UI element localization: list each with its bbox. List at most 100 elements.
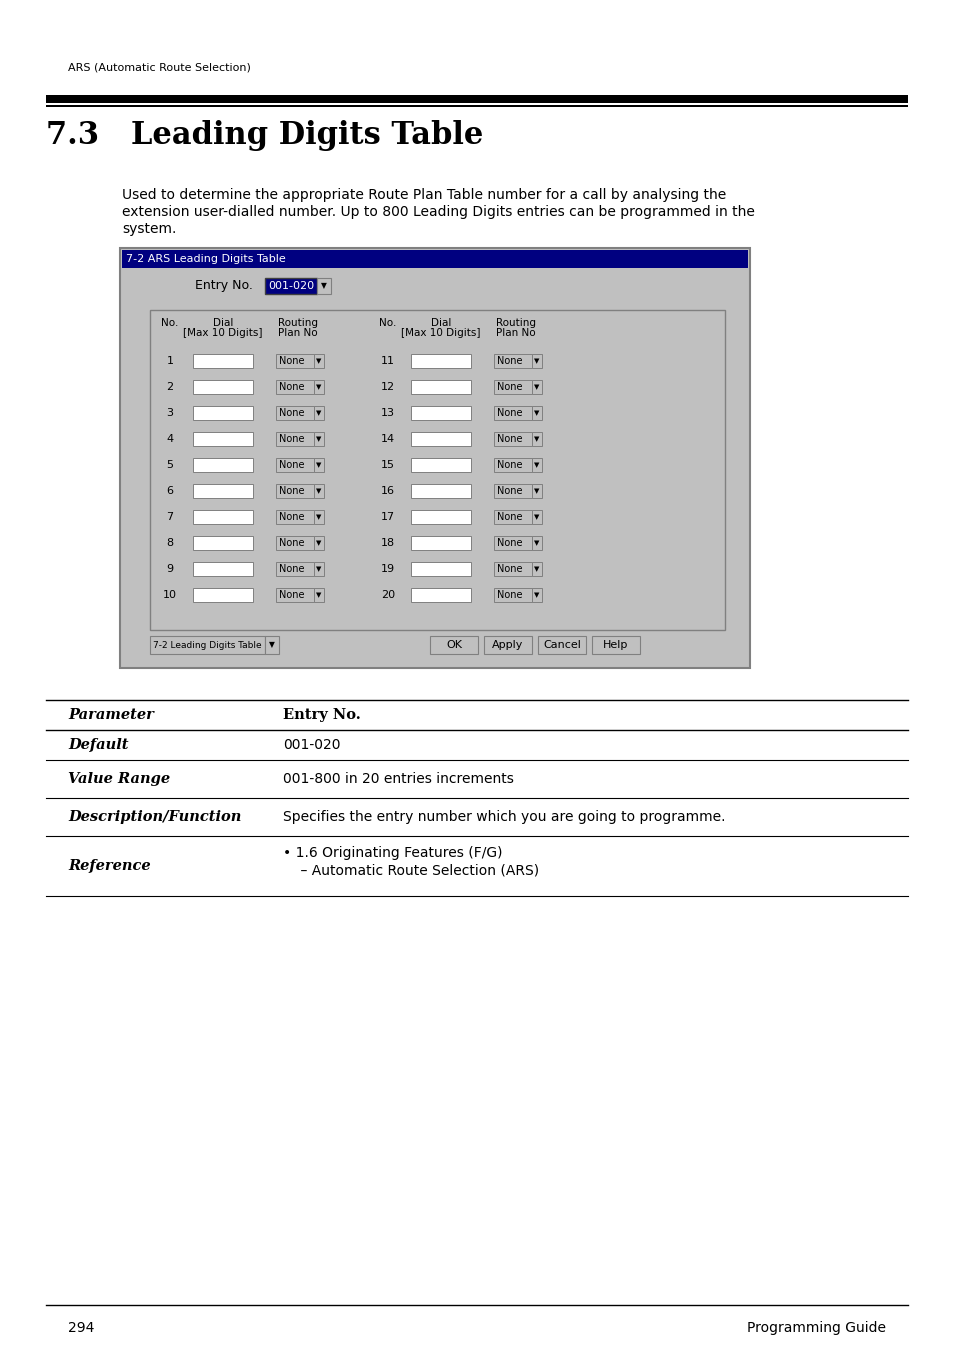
Bar (275, 458, 314, 471)
Text: None: None (497, 408, 522, 417)
Bar (532, 484, 541, 499)
Bar (120, 249, 749, 667)
Bar (532, 432, 541, 446)
Text: ▼: ▼ (316, 462, 321, 467)
Bar (46, 105, 907, 107)
Bar (275, 536, 314, 550)
Text: 294: 294 (68, 1321, 94, 1335)
Text: 6: 6 (167, 486, 173, 496)
Bar (314, 432, 324, 446)
Bar (532, 354, 541, 367)
Bar (411, 458, 471, 471)
Text: None: None (278, 486, 304, 496)
Bar (275, 509, 314, 524)
Bar (314, 509, 324, 524)
Text: Routing: Routing (496, 317, 536, 328)
Bar (193, 484, 253, 499)
Bar (532, 536, 541, 550)
Text: 8: 8 (166, 538, 173, 549)
Bar (494, 432, 532, 446)
Text: ▼: ▼ (316, 566, 321, 571)
Text: No.: No. (379, 317, 396, 328)
Bar (193, 407, 253, 420)
Bar (275, 562, 314, 576)
Text: Entry No.: Entry No. (194, 280, 253, 293)
Text: ▼: ▼ (534, 409, 539, 416)
Bar (494, 509, 532, 524)
Bar (532, 509, 541, 524)
Text: OK: OK (446, 640, 461, 650)
Bar (193, 380, 253, 394)
Bar (193, 354, 253, 367)
Bar (275, 432, 314, 446)
Bar (411, 536, 471, 550)
Text: ▼: ▼ (269, 640, 274, 650)
Bar (314, 536, 324, 550)
Bar (314, 562, 324, 576)
Text: None: None (497, 512, 522, 521)
Text: Default: Default (68, 738, 129, 753)
Text: Specifies the entry number which you are going to programme.: Specifies the entry number which you are… (283, 811, 724, 824)
Text: None: None (278, 590, 304, 600)
Bar (316, 278, 331, 295)
Text: 15: 15 (380, 459, 395, 470)
Bar (193, 588, 253, 603)
Text: Parameter: Parameter (68, 708, 153, 721)
Text: None: None (497, 538, 522, 549)
Text: 20: 20 (380, 590, 395, 600)
Bar (411, 484, 471, 499)
Text: 4: 4 (166, 434, 173, 444)
Bar (532, 407, 541, 420)
Text: ARS (Automatic Route Selection): ARS (Automatic Route Selection) (68, 62, 251, 72)
Text: None: None (278, 459, 304, 470)
Text: ▼: ▼ (316, 513, 321, 520)
Text: ▼: ▼ (316, 592, 321, 598)
Bar (314, 380, 324, 394)
Bar (193, 458, 253, 471)
Text: Description/Function: Description/Function (68, 811, 241, 824)
Bar (494, 380, 532, 394)
Text: Plan No: Plan No (496, 328, 536, 338)
Bar (532, 588, 541, 603)
Bar (314, 484, 324, 499)
Text: None: None (278, 512, 304, 521)
Text: Value Range: Value Range (68, 771, 170, 786)
Text: Help: Help (602, 640, 628, 650)
Text: 5: 5 (167, 459, 173, 470)
Text: 7: 7 (166, 512, 173, 521)
Bar (532, 562, 541, 576)
Text: None: None (278, 434, 304, 444)
Text: Reference: Reference (68, 859, 151, 873)
Text: ▼: ▼ (534, 488, 539, 494)
Text: • 1.6 Originating Features (F/G): • 1.6 Originating Features (F/G) (283, 846, 502, 861)
Bar (265, 636, 278, 654)
Text: Used to determine the appropriate Route Plan Table number for a call by analysin: Used to determine the appropriate Route … (122, 188, 725, 203)
Text: [Max 10 Digits]: [Max 10 Digits] (401, 328, 480, 338)
Text: ▼: ▼ (316, 540, 321, 546)
Bar (494, 354, 532, 367)
Text: system.: system. (122, 222, 176, 236)
Text: 001-020: 001-020 (268, 281, 314, 290)
Bar (532, 380, 541, 394)
Text: 7-2 Leading Digits Table: 7-2 Leading Digits Table (152, 640, 261, 650)
Text: 7-2 ARS Leading Digits Table: 7-2 ARS Leading Digits Table (126, 254, 286, 263)
Bar (537, 636, 585, 654)
Text: None: None (278, 408, 304, 417)
Text: None: None (497, 434, 522, 444)
Bar (411, 407, 471, 420)
Text: 9: 9 (166, 563, 173, 574)
Bar (494, 536, 532, 550)
Text: Programming Guide: Programming Guide (746, 1321, 885, 1335)
Text: 7.3   Leading Digits Table: 7.3 Leading Digits Table (46, 120, 483, 151)
Bar (193, 509, 253, 524)
Text: ▼: ▼ (321, 281, 327, 290)
Bar (314, 588, 324, 603)
Text: Routing: Routing (277, 317, 317, 328)
Bar (275, 407, 314, 420)
Bar (46, 95, 907, 103)
Text: ▼: ▼ (316, 409, 321, 416)
Bar (592, 636, 639, 654)
Text: 19: 19 (380, 563, 395, 574)
Text: 13: 13 (380, 408, 395, 417)
Text: 2: 2 (166, 382, 173, 392)
